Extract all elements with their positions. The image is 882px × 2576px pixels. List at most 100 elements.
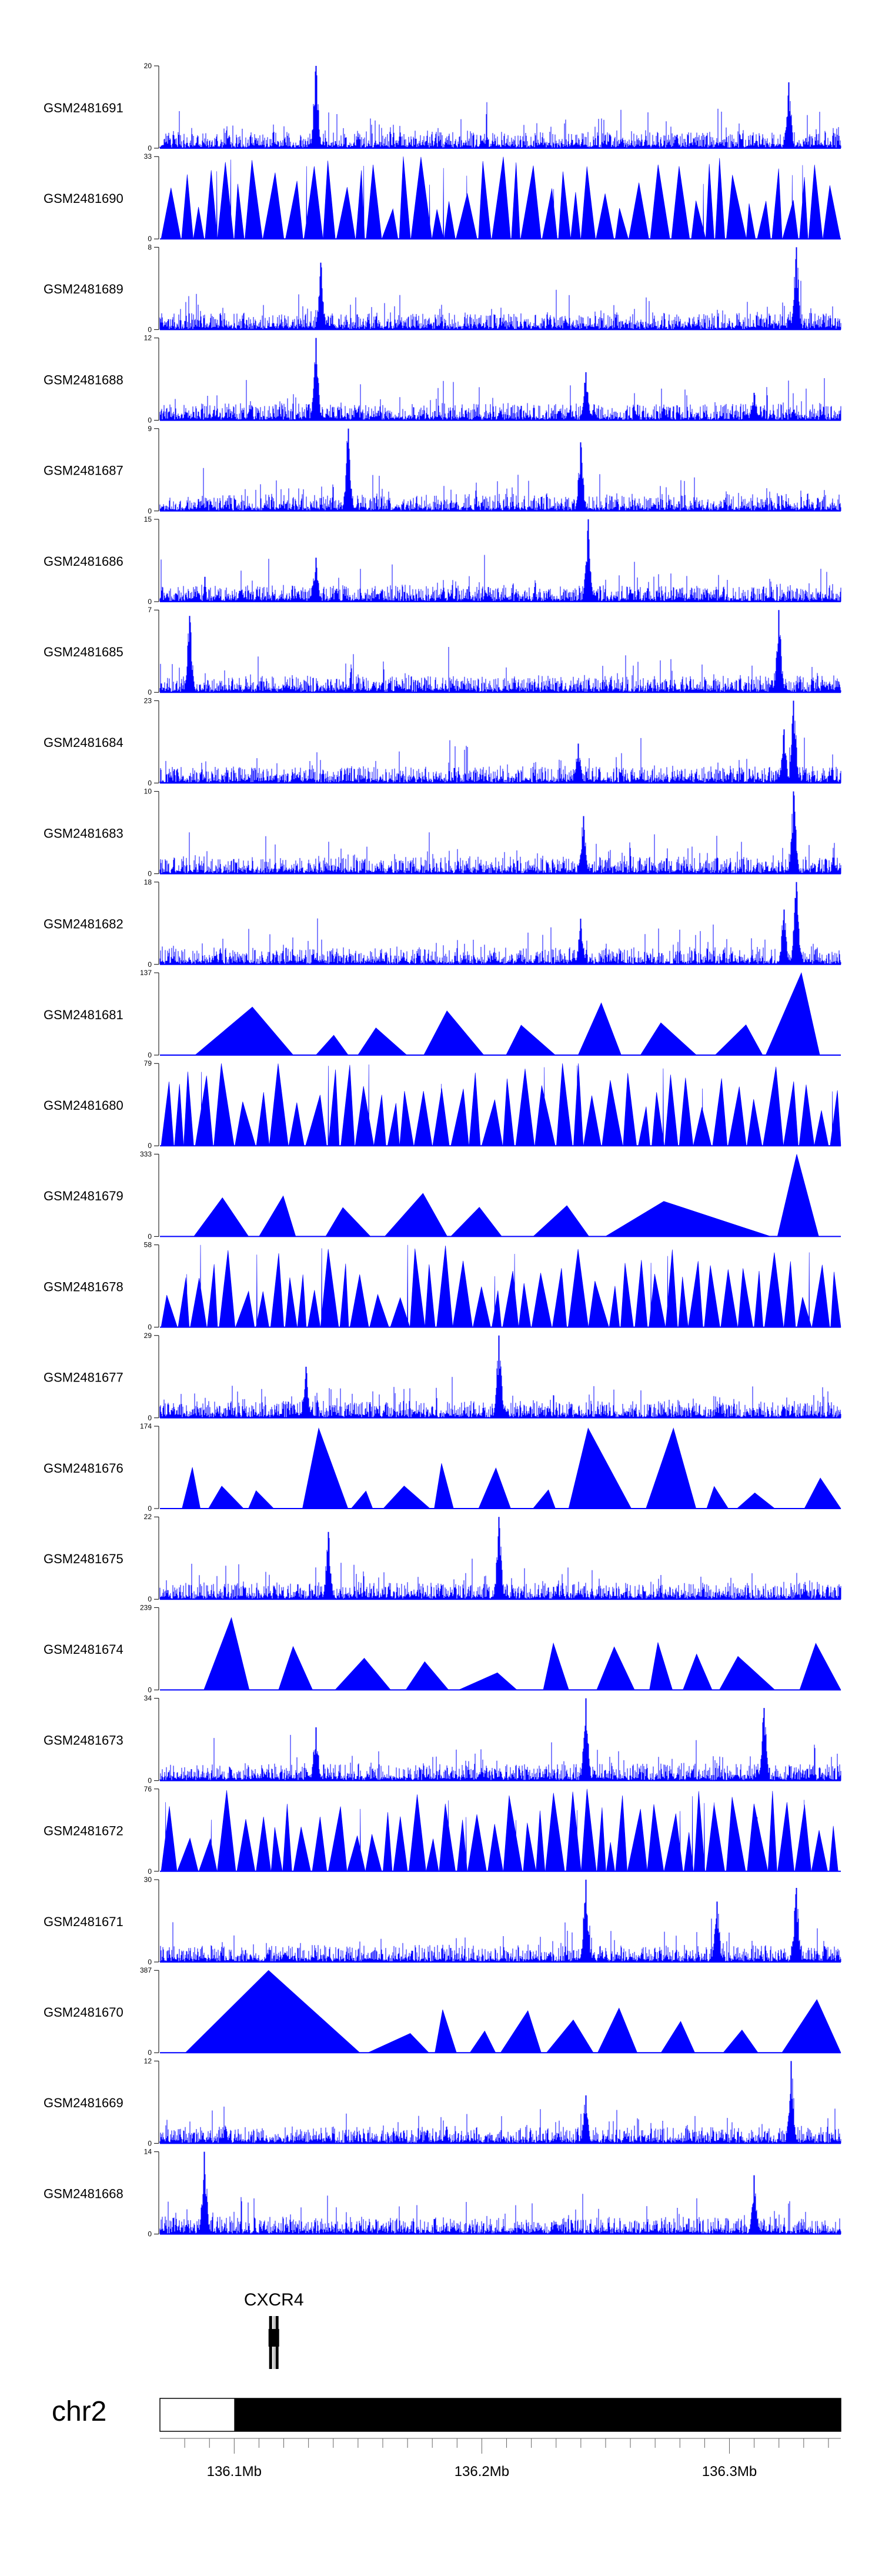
y-min-label: 0: [148, 235, 152, 243]
y-max-label: 9: [148, 425, 152, 433]
signal-bars: [159, 519, 841, 602]
track-GSM2481670: GSM2481670 387 0: [44, 1966, 841, 2057]
y-axis: [154, 791, 159, 875]
track-label: GSM2481682: [44, 917, 123, 932]
signal-bars: [159, 882, 841, 965]
track-GSM2481681: GSM2481681 137 0: [44, 969, 841, 1059]
y-axis: [154, 65, 159, 149]
track-label: GSM2481684: [44, 735, 123, 750]
y-max-label: 30: [144, 1876, 152, 1884]
track-label: GSM2481670: [44, 2005, 123, 2020]
track-label: GSM2481677: [44, 1370, 123, 1385]
track-GSM2481679: GSM2481679 333 0: [44, 1150, 841, 1240]
y-axis: [154, 428, 159, 512]
y-min-label: 0: [148, 1051, 152, 1059]
y-min-label: 0: [148, 1595, 152, 1603]
y-max-label: 20: [144, 62, 152, 70]
y-axis: [154, 972, 159, 1056]
track-GSM2481684: GSM2481684 23 0: [44, 696, 841, 787]
y-min-label: 0: [148, 1232, 152, 1240]
y-min-label: 0: [148, 144, 152, 152]
y-axis: [154, 246, 159, 330]
y-axis: [154, 609, 159, 693]
track-GSM2481690: GSM2481690 33 0: [44, 152, 841, 243]
y-min-label: 0: [148, 779, 152, 787]
y-max-label: 174: [140, 1422, 152, 1430]
y-min-label: 0: [148, 325, 152, 333]
signal-bars: [159, 610, 841, 693]
signal-triangles: [182, 1427, 841, 1509]
track-label: GSM2481674: [44, 1642, 123, 1657]
signal-triangles: [161, 1244, 841, 1327]
y-axis: [154, 882, 159, 965]
y-max-label: 79: [144, 1059, 152, 1067]
y-min-label: 0: [148, 870, 152, 878]
gene-body: [268, 2329, 279, 2347]
signal-bars: [159, 1698, 841, 1781]
y-max-label: 29: [144, 1332, 152, 1340]
y-min-label: 0: [148, 598, 152, 606]
y-max-label: 7: [148, 606, 152, 614]
y-max-label: 14: [144, 2148, 152, 2156]
y-max-label: 34: [144, 1694, 152, 1703]
track-GSM2481674: GSM2481674 239 0: [44, 1603, 841, 1694]
track-label: GSM2481669: [44, 2095, 123, 2110]
y-axis: [154, 519, 159, 602]
signal-triangles: [203, 1617, 841, 1690]
y-min-label: 0: [148, 2139, 152, 2147]
y-axis: [154, 700, 159, 783]
track-GSM2481675: GSM2481675 22 0: [44, 1513, 841, 1603]
signal-triangles: [194, 972, 820, 1056]
y-min-label: 0: [148, 1504, 152, 1513]
track-label: GSM2481681: [44, 1007, 123, 1022]
track-label: GSM2481685: [44, 645, 123, 659]
track-label: GSM2481678: [44, 1279, 123, 1294]
y-min-label: 0: [148, 2048, 152, 2057]
y-axis: [154, 1063, 159, 1146]
y-axis: [154, 1335, 159, 1419]
track-label: GSM2481679: [44, 1189, 123, 1203]
signal-bars: [159, 700, 841, 783]
y-max-label: 12: [144, 2057, 152, 2065]
y-min-label: 0: [148, 1686, 152, 1694]
gene-label: CXCR4: [244, 2290, 304, 2310]
y-max-label: 58: [144, 1241, 152, 1249]
y-max-label: 8: [148, 243, 152, 251]
y-min-label: 0: [148, 1323, 152, 1332]
y-min-label: 0: [148, 2230, 152, 2238]
signal-triangles: [161, 156, 841, 239]
y-min-label: 0: [148, 1958, 152, 1966]
y-axis: [154, 2060, 159, 2144]
track-label: GSM2481683: [44, 826, 123, 840]
y-min-label: 0: [148, 960, 152, 969]
track-label: GSM2481688: [44, 372, 123, 387]
x-axis: 136.1Mb 136.2Mb 136.3Mb: [160, 2438, 841, 2480]
track-label: GSM2481680: [44, 1098, 123, 1113]
track-label: GSM2481686: [44, 554, 123, 569]
track-GSM2481688: GSM2481688 12 0: [44, 334, 841, 425]
track-label: GSM2481671: [44, 1914, 123, 1929]
y-max-label: 33: [144, 152, 152, 161]
track-label: GSM2481690: [44, 191, 123, 206]
track-label: GSM2481687: [44, 463, 123, 478]
signal-bars: [159, 66, 841, 148]
y-axis: [154, 1970, 159, 2053]
y-max-label: 76: [144, 1785, 152, 1793]
signal-bars: [159, 2151, 841, 2234]
signal-bars: [159, 1335, 841, 1418]
y-min-label: 0: [148, 1414, 152, 1422]
track-GSM2481680: GSM2481680 79 0: [44, 1059, 841, 1150]
y-max-label: 387: [140, 1966, 152, 1974]
y-min-label: 0: [148, 1777, 152, 1785]
signal-triangles: [193, 1154, 819, 1237]
x-tick-label: 136.3Mb: [702, 2464, 757, 2480]
y-max-label: 15: [144, 515, 152, 523]
signal-bars: [159, 338, 841, 421]
track-label: GSM2481673: [44, 1733, 123, 1747]
y-axis: [154, 1607, 159, 1690]
y-min-label: 0: [148, 507, 152, 515]
track-GSM2481689: GSM2481689 8 0: [44, 243, 841, 333]
track-label: GSM2481672: [44, 1824, 123, 1838]
track-GSM2481686: GSM2481686 15 0: [44, 515, 841, 606]
y-axis: [154, 1244, 159, 1328]
